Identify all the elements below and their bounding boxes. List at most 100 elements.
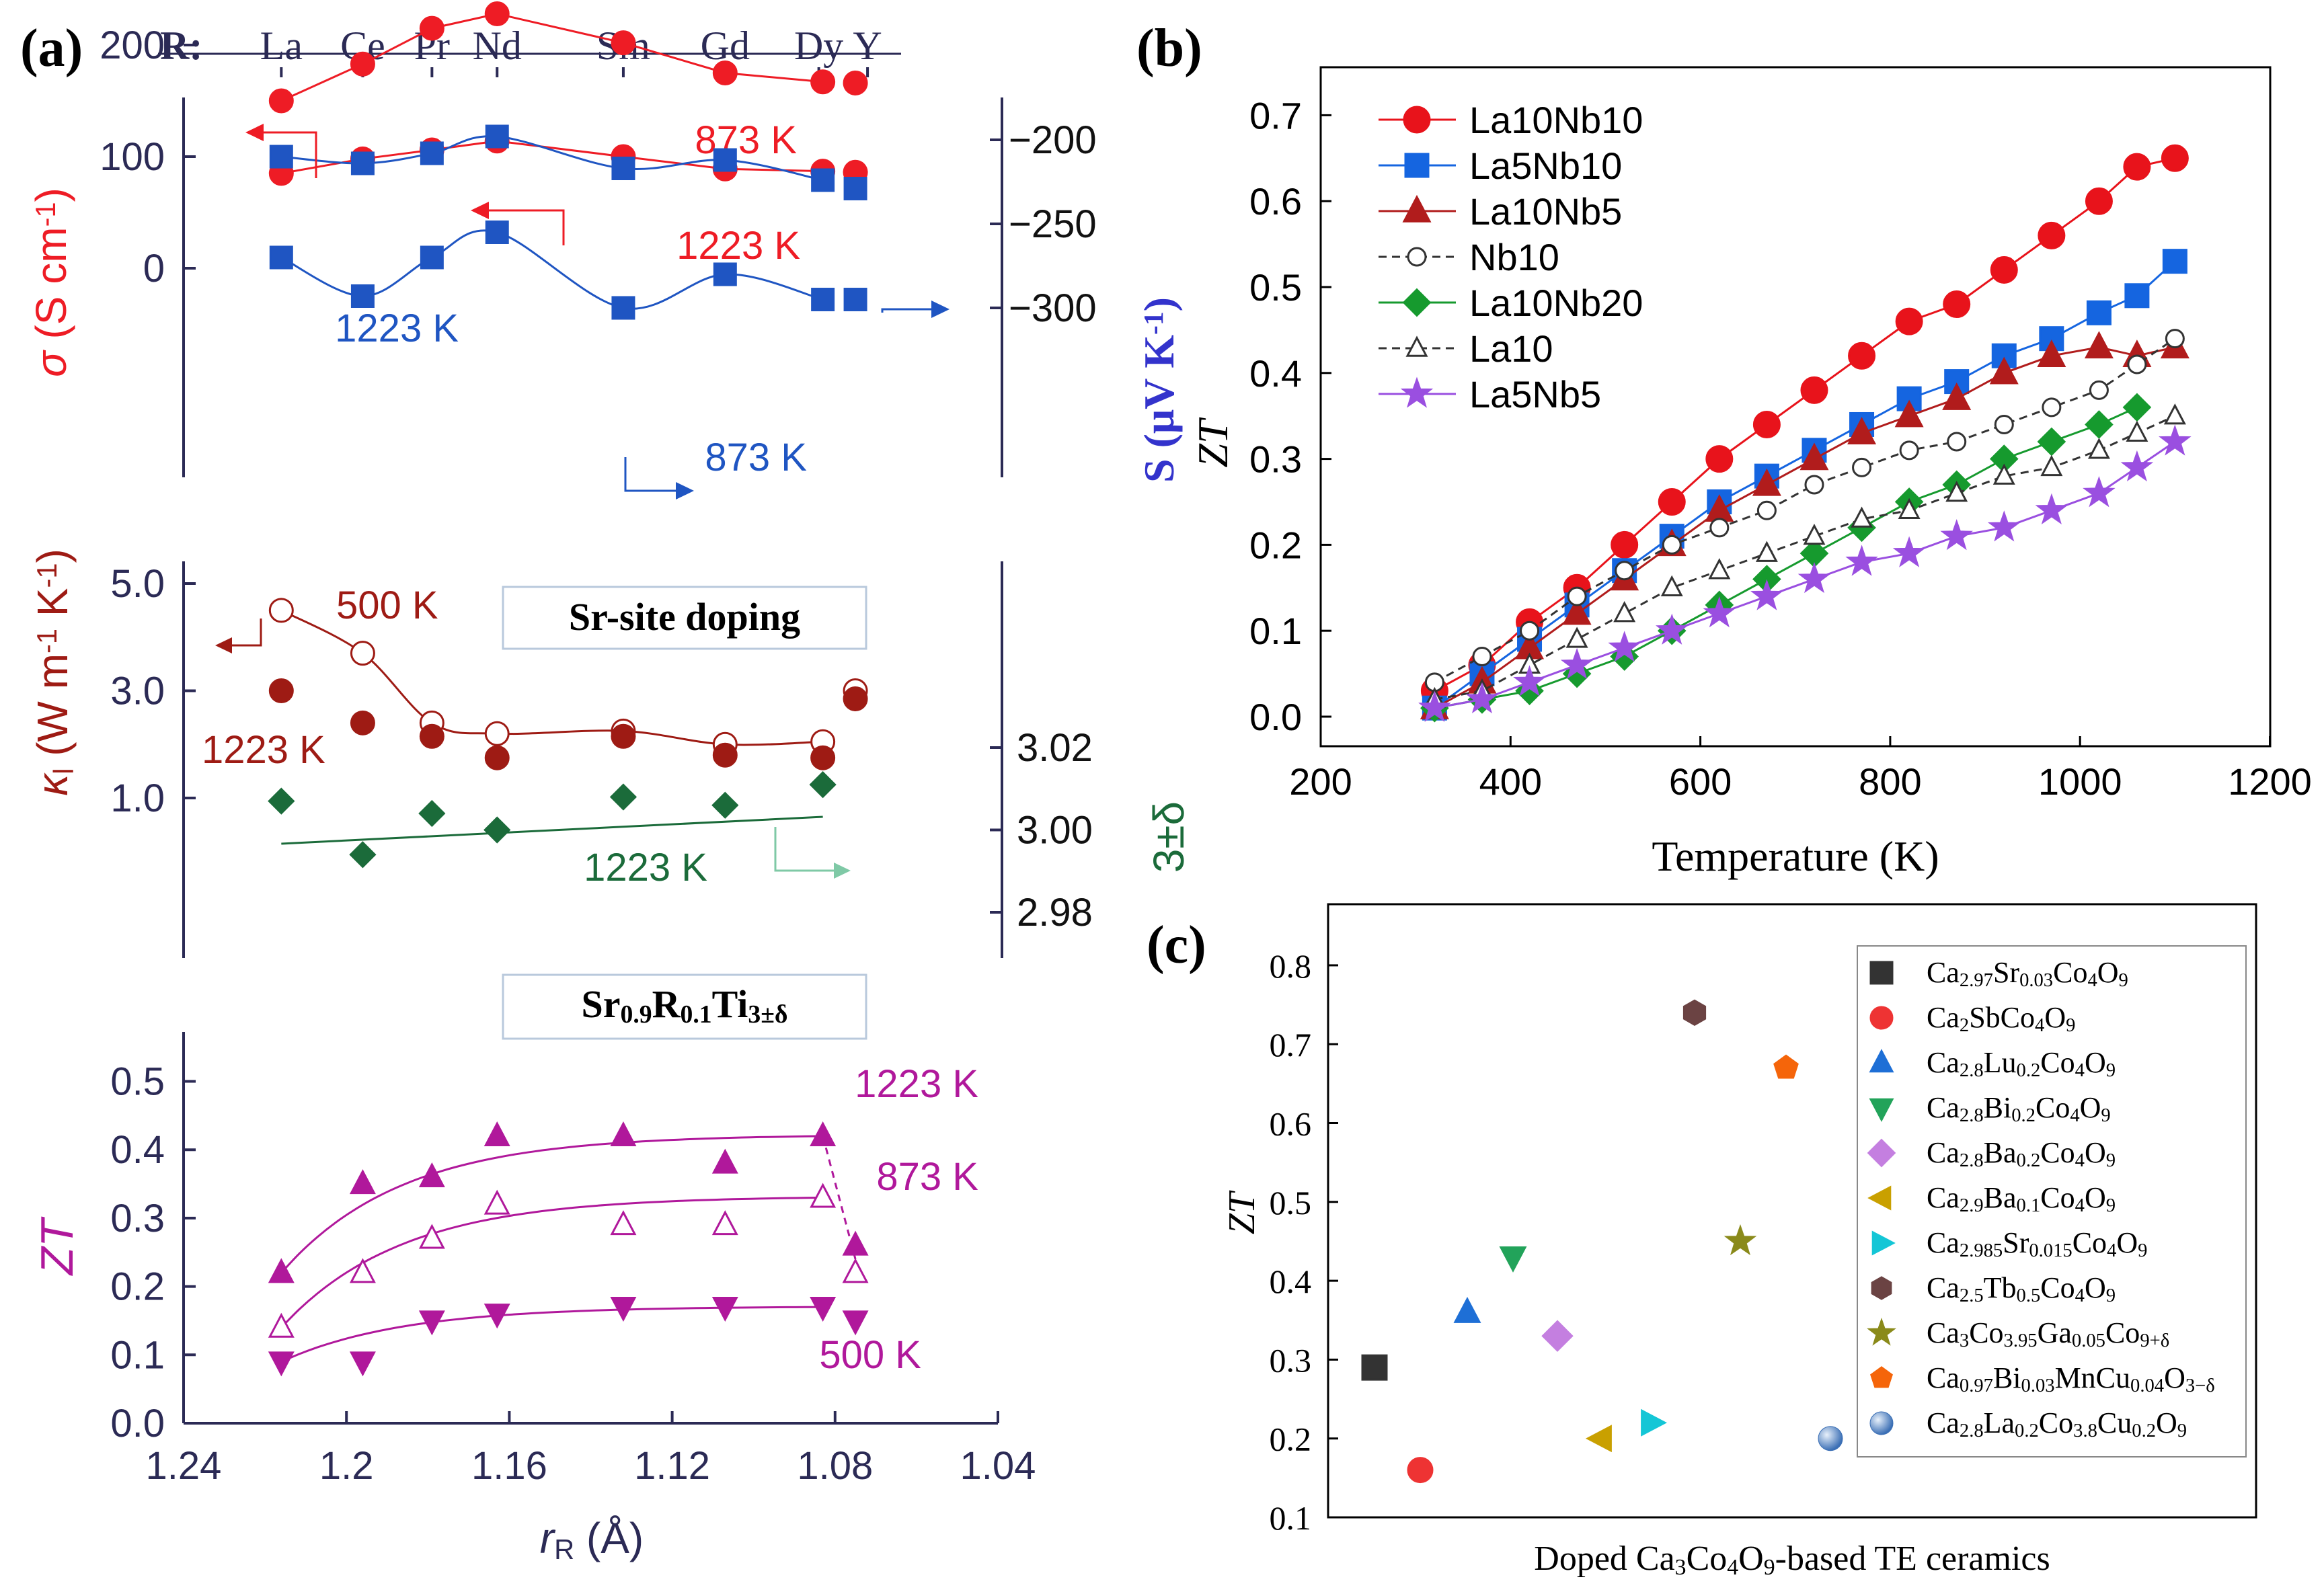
- b-point-La10Nb5: [2037, 340, 2066, 367]
- b-point-La10: [1945, 481, 1968, 502]
- b-point-La10: [2040, 454, 2063, 477]
- annotation-text: Sr-site doping: [569, 595, 800, 639]
- b-point-La10Nb20: [2037, 427, 2066, 456]
- formula-text: Sr0.9R0.1Ti3±δ: [582, 982, 788, 1029]
- b-y-ticklabel: 0.6: [1249, 180, 1302, 223]
- top-right-ticklabel: −300: [1009, 286, 1097, 330]
- kappa-1223K-point: [419, 723, 444, 749]
- rare-earth-Dy: Dy: [794, 24, 843, 68]
- b-point-La5Nb5: [1940, 519, 1973, 551]
- b-x-label: Temperature (K): [1652, 832, 1939, 880]
- b-point-La10Nb10: [1990, 255, 2018, 284]
- arrow-seebeck-1223: [881, 308, 935, 313]
- zt-500K-point: [711, 1297, 738, 1322]
- b-point-Nb10: [2127, 354, 2147, 374]
- arrow-delta: [774, 827, 837, 872]
- c-legend-label: Ca2.5Tb0.5Co4O9: [1927, 1271, 2116, 1306]
- zt-873K-point: [810, 1183, 837, 1208]
- c-point-3: [1499, 1246, 1527, 1273]
- b-point-Nb10: [1567, 586, 1587, 606]
- kappa-1223K-point: [843, 686, 868, 711]
- b-legend-marker: [1407, 247, 1427, 267]
- c-point-10: [1818, 1426, 1843, 1451]
- b-y-label: ZT: [1189, 417, 1237, 468]
- kappa-500K-point: [268, 598, 294, 623]
- b-legend-label: La5Nb5: [1469, 373, 1601, 415]
- zt-500K-point: [349, 1351, 376, 1377]
- zt-873K-point: [418, 1224, 445, 1249]
- c-legend-box: [1857, 945, 2247, 1458]
- b-point-La10Nb10: [1611, 530, 1639, 559]
- b-point-La10: [1803, 523, 1826, 545]
- b-point-Nb10: [1709, 518, 1730, 538]
- bottom-x-ticklabel: 1.2: [319, 1444, 374, 1488]
- panel-label-b: (b): [1136, 19, 1202, 78]
- seebeck-1223K-point: [611, 296, 635, 320]
- seebeck-1223K-point: [269, 245, 293, 270]
- seebeck-873K-point: [713, 148, 737, 172]
- panel-b: 200 400 600 800 1000 1200 0.0 0.1 0.2 0.3 0.4 0.5 0.…: [1189, 66, 2312, 880]
- zt-873K-point: [268, 1312, 295, 1338]
- c-legend-marker: [1867, 1185, 1892, 1211]
- kappa-500K-point: [350, 641, 375, 666]
- c-legend-entry: Ca2.8Bi0.2Co4O9: [1927, 1091, 2111, 1126]
- c-point-4: [1541, 1320, 1574, 1352]
- kappa-1223K-label: 1223 K: [202, 728, 325, 772]
- b-point-La10Nb5: [1562, 597, 1592, 625]
- zt-500K-label: 500 K: [819, 1333, 921, 1377]
- sigma-axis-label: σ (S cm-1): [27, 188, 75, 377]
- c-legend-label: Ca2.97Sr0.03Co4O9: [1927, 956, 2128, 991]
- b-x-ticklabel: 400: [1479, 760, 1542, 803]
- b-point-La10: [1755, 541, 1778, 562]
- rare-earth-Nd: Nd: [473, 24, 522, 68]
- arrow-head: [245, 124, 264, 141]
- bottom-x-ticklabel: 1.16: [471, 1444, 547, 1488]
- bottom-y-ticklabel: 0.3: [110, 1197, 165, 1240]
- b-point-La5Nb10: [2086, 300, 2112, 325]
- bottom-y-ticklabel: 0.0: [110, 1402, 165, 1445]
- sigma-873K-point: [350, 51, 375, 77]
- b-y-ticklabel: 0.1: [1249, 610, 1302, 652]
- sigma-873K-point: [712, 61, 738, 85]
- b-point-La10Nb10: [1752, 410, 1781, 438]
- rR-axis-label: rR (Å): [540, 1514, 644, 1565]
- b-y-ticklabel: 0.5: [1249, 266, 1302, 309]
- zt-axis-label-a: ZT: [32, 1216, 83, 1277]
- b-point-La10Nb20: [2085, 410, 2114, 439]
- c-point-0: [1361, 1354, 1388, 1381]
- formula-box: [502, 973, 867, 1040]
- c-legend-entry: Ca2.8La0.2Co3.8Cu0.2O9: [1927, 1406, 2187, 1441]
- arrow-head: [471, 202, 489, 219]
- kappa-500K-label: 500 K: [336, 584, 438, 627]
- delta-label-text: 3±δ: [1145, 801, 1193, 873]
- b-legend-marker: [1400, 376, 1434, 408]
- b-legend-label: La10Nb10: [1469, 99, 1643, 141]
- bottom-y-ticklabel: 0.5: [110, 1060, 165, 1104]
- arrow-kappa: [229, 619, 262, 647]
- c-y-ticklabel: 0.3: [1270, 1341, 1312, 1379]
- seebeck-873K-point: [269, 145, 293, 169]
- kappa-1223K-point: [350, 710, 375, 735]
- b-point-La10: [1992, 463, 2015, 485]
- annotation-box: [502, 586, 867, 650]
- c-point-2: [1453, 1296, 1481, 1323]
- rare-earth-Y: Y: [853, 24, 882, 68]
- c-legend-label: Ca2SbCo4O9: [1927, 1001, 2075, 1036]
- seebeck-1223K-point: [420, 245, 444, 270]
- b-point-La10: [1708, 558, 1731, 580]
- delta-1223K-point: [483, 816, 511, 844]
- b-point-Nb10: [1756, 500, 1777, 520]
- c-legend-entry: Ca2.8Ba0.2Co4O9: [1927, 1136, 2116, 1171]
- sigma-873K-point: [843, 70, 868, 95]
- bottom-y-ticklabel: 0.1: [110, 1333, 165, 1377]
- b-point-La5Nb5: [2035, 493, 2068, 524]
- mid-right-ticklabel: 3.02: [1017, 726, 1093, 770]
- b-point-La10Nb5: [1989, 356, 2019, 385]
- b-y-ticklabel: 0.3: [1249, 438, 1302, 481]
- b-point-La5Nb5: [1418, 690, 1451, 722]
- bottom-x-ticklabel: 1.08: [797, 1444, 873, 1488]
- b-x-ticklabel: 800: [1859, 760, 1921, 803]
- c-legend-label: Ca2.8Bi0.2Co4O9: [1927, 1091, 2111, 1126]
- zt-1223K-label: 1223 K: [855, 1062, 978, 1106]
- seebeck-873K-point: [420, 141, 444, 165]
